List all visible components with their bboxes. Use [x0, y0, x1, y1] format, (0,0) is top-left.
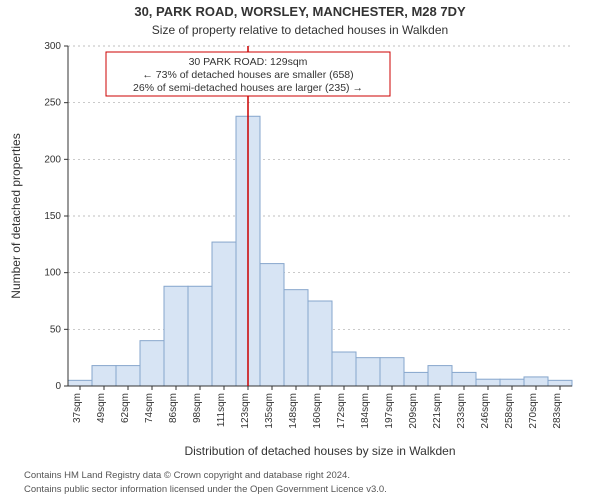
histogram-chart: 30, PARK ROAD, WORSLEY, MANCHESTER, M28 … — [0, 0, 600, 500]
svg-text:283sqm: 283sqm — [552, 393, 563, 429]
bar — [140, 341, 164, 386]
svg-text:74sqm: 74sqm — [144, 393, 155, 423]
x-axis-label: Distribution of detached houses by size … — [184, 444, 455, 458]
y-axis: 0 50 100 150 200 250 300 — [44, 41, 68, 392]
bar — [116, 366, 140, 386]
svg-text:150: 150 — [44, 211, 61, 222]
svg-text:135sqm: 135sqm — [264, 393, 275, 429]
svg-text:197sqm: 197sqm — [384, 393, 395, 429]
svg-text:37sqm: 37sqm — [72, 393, 83, 423]
bar — [164, 286, 188, 386]
callout-box: 30 PARK ROAD: 129sqm ← 73% of detached h… — [106, 52, 390, 96]
svg-text:0: 0 — [55, 381, 61, 392]
svg-text:49sqm: 49sqm — [96, 393, 107, 423]
svg-text:184sqm: 184sqm — [360, 393, 371, 429]
svg-text:100: 100 — [44, 268, 61, 279]
svg-text:246sqm: 246sqm — [480, 393, 491, 429]
bar — [332, 352, 356, 386]
svg-text:221sqm: 221sqm — [432, 393, 443, 429]
bar — [68, 380, 92, 386]
svg-text:148sqm: 148sqm — [288, 393, 299, 429]
bar — [404, 372, 428, 386]
bar — [476, 379, 500, 386]
bar — [308, 301, 332, 386]
bar — [284, 290, 308, 386]
svg-text:250: 250 — [44, 98, 61, 109]
chart-title-sub: Size of property relative to detached ho… — [152, 23, 448, 37]
y-axis-label: Number of detached properties — [9, 133, 23, 298]
svg-text:50: 50 — [50, 324, 62, 335]
svg-text:62sqm: 62sqm — [120, 393, 131, 423]
svg-text:300: 300 — [44, 41, 61, 52]
chart-title-main: 30, PARK ROAD, WORSLEY, MANCHESTER, M28 … — [134, 4, 466, 19]
bar — [524, 377, 548, 386]
footer-line-1: Contains public sector information licen… — [24, 484, 387, 495]
svg-text:86sqm: 86sqm — [168, 393, 179, 423]
bar — [548, 380, 572, 386]
svg-text:270sqm: 270sqm — [528, 393, 539, 429]
svg-text:111sqm: 111sqm — [216, 393, 227, 427]
svg-text:172sqm: 172sqm — [336, 393, 347, 429]
bar — [212, 242, 236, 386]
svg-text:98sqm: 98sqm — [192, 393, 203, 423]
bars — [68, 116, 572, 386]
footer-line-0: Contains HM Land Registry data © Crown c… — [24, 470, 350, 481]
bar — [188, 286, 212, 386]
callout-line-0: 30 PARK ROAD: 129sqm — [189, 56, 308, 68]
bar — [260, 264, 284, 386]
bar — [356, 358, 380, 386]
bar — [428, 366, 452, 386]
svg-text:209sqm: 209sqm — [408, 393, 419, 429]
x-axis: 37sqm 49sqm 62sqm 74sqm 86sqm 98sqm 111sqm 123s… — [68, 386, 572, 429]
bar — [452, 372, 476, 386]
svg-text:200: 200 — [44, 154, 61, 165]
bar — [500, 379, 524, 386]
callout-line-2: 26% of semi-detached houses are larger (… — [133, 82, 363, 94]
bar — [92, 366, 116, 386]
bar — [380, 358, 404, 386]
svg-text:258sqm: 258sqm — [504, 393, 515, 429]
svg-text:123sqm: 123sqm — [240, 393, 251, 429]
svg-text:160sqm: 160sqm — [312, 393, 323, 429]
svg-text:233sqm: 233sqm — [456, 393, 467, 429]
callout-line-1: ← 73% of detached houses are smaller (65… — [142, 69, 353, 81]
